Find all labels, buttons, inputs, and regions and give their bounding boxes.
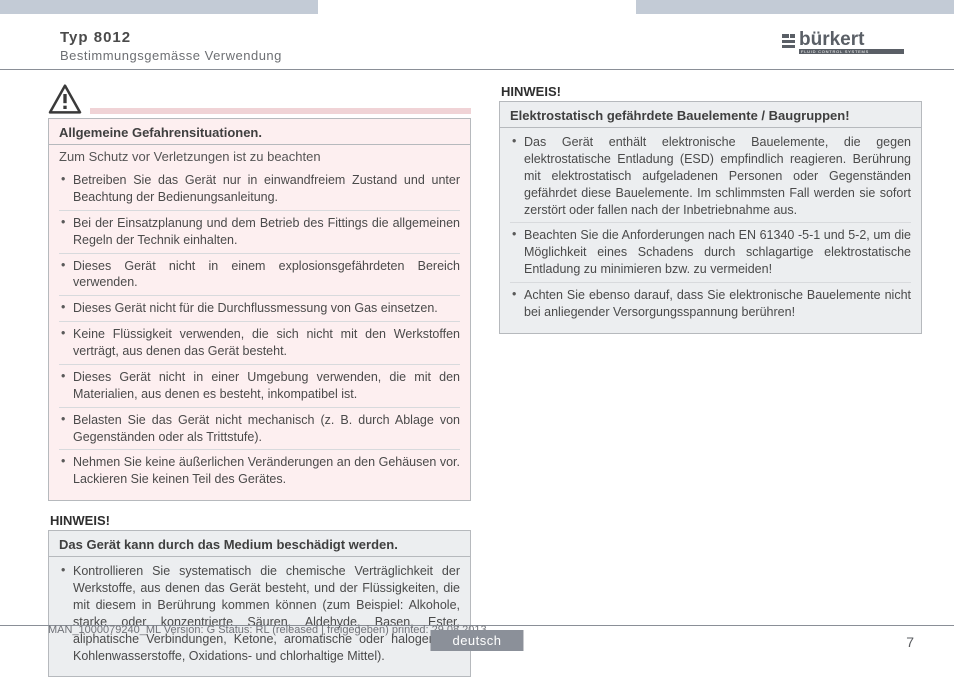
list-item: Keine Flüssigkeit verwenden, die sich ni… [59,322,460,365]
left-column: Allgemeine Gefahrensituationen. Zum Schu… [48,84,471,677]
document-page: Typ 8012 Bestimmungsgemässe Verwendung b… [0,0,954,673]
list-item: Dieses Gerät nicht in einem explosionsge… [59,254,460,297]
warning-header-row [48,84,471,114]
notice-list: Das Gerät enthält elektronische Baueleme… [500,128,921,333]
list-item: Achten Sie ebenso darauf, dass Sie elekt… [510,283,911,325]
notice-box: Elektrostatisch gefährdete Bauelemente /… [499,101,922,334]
warning-box: Allgemeine Gefahrensituationen. Zum Schu… [48,118,471,501]
warning-box-intro: Zum Schutz vor Verletzungen ist zu beach… [49,145,470,166]
tab-segment [636,0,954,14]
brand-text: bürkert [799,29,865,50]
list-item: Nehmen Sie keine äußerlichen Veränderung… [59,450,460,492]
list-item: Bei der Einsatzplanung und dem Betrieb d… [59,211,460,254]
language-tab: deutsch [430,630,523,651]
notice-box-title: Elektrostatisch gefährdete Bauelemente /… [500,102,921,128]
tab-segment-active [318,0,636,14]
list-item: Betreiben Sie das Gerät nur in einwandfr… [59,168,460,211]
section-title: Bestimmungsgemässe Verwendung [60,48,282,63]
warning-list: Betreiben Sie das Gerät nur in einwandfr… [49,166,470,500]
warning-box-title: Allgemeine Gefahrensituationen. [49,119,470,145]
tab-segment [0,0,318,14]
footer-metadata: MAN_1000079240_ML Version: G Status: RL … [48,624,487,636]
burkert-logo-icon: bürkert FLUID CONTROL SYSTEMS [782,20,922,58]
footer-bar: MAN_1000079240_ML Version: G Status: RL … [0,625,954,673]
brand-logo: bürkert FLUID CONTROL SYSTEMS [782,20,922,63]
notice-label: HINWEIS! [501,84,922,99]
warning-bar [90,108,471,114]
page-number: 7 [906,634,914,650]
brand-subtext: FLUID CONTROL SYSTEMS [801,49,869,54]
list-item: Beachten Sie die Anforderungen nach EN 6… [510,223,911,283]
list-item: Das Gerät enthält elektronische Baueleme… [510,130,911,223]
top-tab-strip [0,0,954,14]
right-column: HINWEIS! Elektrostatisch gefährdete Baue… [499,84,922,677]
list-item: Dieses Gerät nicht in einer Umgebung ver… [59,365,460,408]
type-label: Typ 8012 [60,29,282,46]
content-body: Allgemeine Gefahrensituationen. Zum Schu… [0,70,954,677]
header-bar: Typ 8012 Bestimmungsgemässe Verwendung b… [0,14,954,70]
header-left: Typ 8012 Bestimmungsgemässe Verwendung [60,29,282,63]
notice-label: HINWEIS! [50,513,471,528]
list-item: Dieses Gerät nicht für die Durchflussmes… [59,296,460,322]
list-item: Belasten Sie das Gerät nicht mechanisch … [59,408,460,451]
warning-triangle-icon [48,84,82,114]
notice-box-title: Das Gerät kann durch das Medium beschädi… [49,531,470,557]
